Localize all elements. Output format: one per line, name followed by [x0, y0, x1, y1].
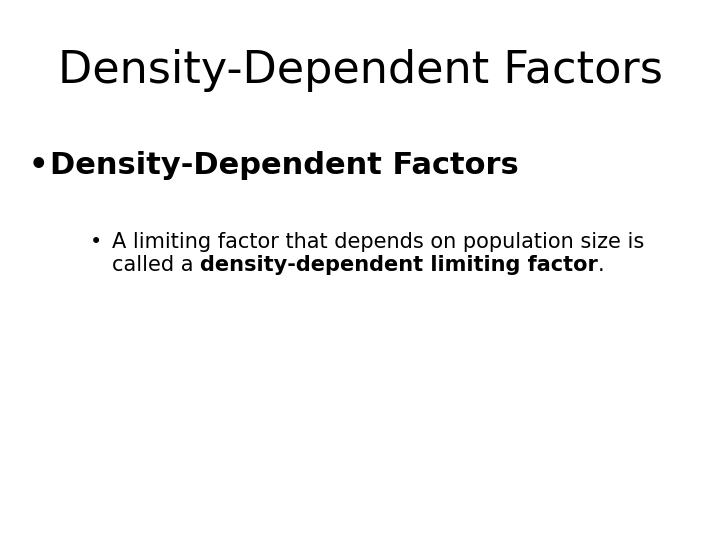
Text: •: • [29, 151, 48, 180]
Text: called a: called a [112, 255, 199, 275]
Text: A limiting factor that depends on population size is: A limiting factor that depends on popula… [112, 232, 644, 252]
Text: Density-Dependent Factors: Density-Dependent Factors [58, 49, 662, 92]
Text: •: • [90, 232, 102, 252]
Text: density-dependent limiting factor: density-dependent limiting factor [199, 255, 598, 275]
Text: Density-Dependent Factors: Density-Dependent Factors [50, 151, 519, 180]
Text: .: . [598, 255, 604, 275]
